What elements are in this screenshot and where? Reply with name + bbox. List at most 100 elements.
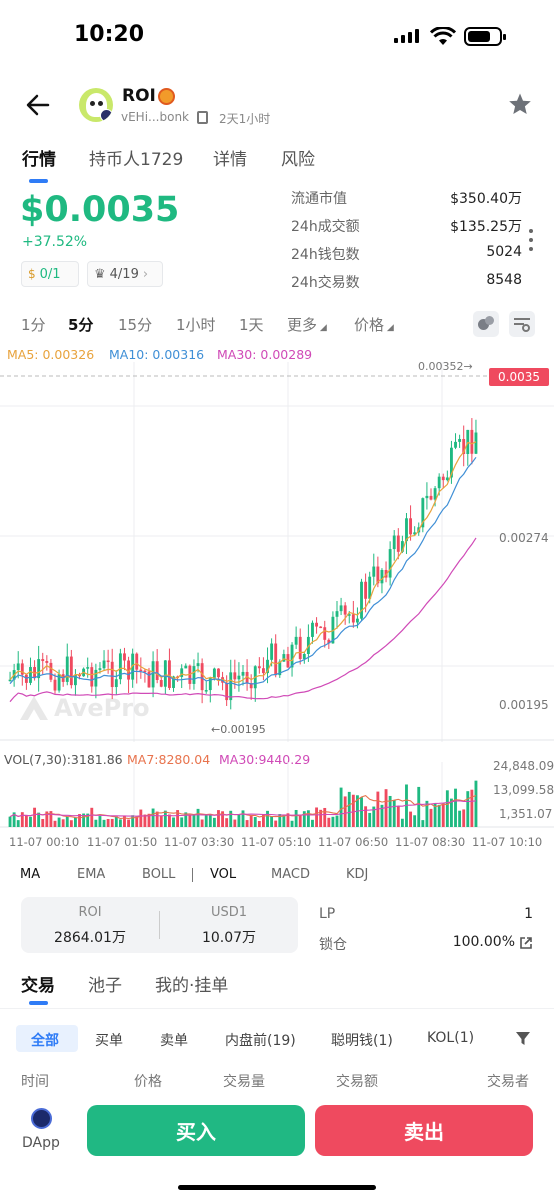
status-time: 10:20 xyxy=(74,22,145,47)
column-time: 时间 xyxy=(21,1074,49,1090)
candle-body xyxy=(351,614,355,623)
candle-body xyxy=(241,671,245,676)
candle-body xyxy=(437,476,441,489)
battery-icon xyxy=(464,27,506,46)
interval-1m[interactable]: 1分 xyxy=(21,316,46,334)
volume-bar xyxy=(253,817,257,827)
lp-label: LP xyxy=(319,906,336,922)
candle-body xyxy=(278,661,282,676)
volume-bar xyxy=(400,818,404,827)
interval-1d[interactable]: 1天 xyxy=(239,316,264,334)
volume-bar xyxy=(12,812,16,827)
sell-button[interactable]: 卖出 xyxy=(315,1105,533,1156)
volume-bar xyxy=(82,813,86,827)
tab-market[interactable]: 行情 xyxy=(22,150,56,170)
indicator-ma[interactable]: MA xyxy=(20,867,41,882)
chart-settings-icon[interactable] xyxy=(509,311,535,337)
funnel-icon[interactable] xyxy=(516,1032,530,1046)
crown-badge[interactable]: ♛ 4/19 › xyxy=(87,261,163,287)
volume-bar xyxy=(298,814,302,827)
vol-legend: VOL(7,30):3181.86 xyxy=(4,752,123,767)
volume-bar xyxy=(306,810,310,827)
volume-bar xyxy=(360,797,363,827)
indicator-settings-icon[interactable] xyxy=(473,311,499,337)
tab-risk[interactable]: 风险 xyxy=(281,150,315,170)
column-amount: 交易量 xyxy=(223,1074,265,1090)
filter-all[interactable] xyxy=(16,1025,78,1052)
candle-body xyxy=(368,576,372,599)
volume-bar xyxy=(225,818,229,827)
volume-bar xyxy=(282,814,286,827)
sub-tab-divider xyxy=(0,1008,554,1009)
volume-bar xyxy=(20,812,24,827)
volume-bar xyxy=(69,820,73,827)
volume-bar xyxy=(135,816,139,827)
filter-kol[interactable]: KOL(1) xyxy=(427,1030,475,1046)
candle-body xyxy=(159,679,163,687)
volume-chart[interactable] xyxy=(0,762,554,828)
candle-body xyxy=(405,518,408,542)
volume-bar xyxy=(323,807,327,827)
volume-bar xyxy=(388,795,392,827)
candle-body xyxy=(155,661,159,680)
candle-body xyxy=(192,666,196,684)
filter-presale[interactable]: 内盘前(19) xyxy=(225,1033,296,1049)
volume-bar xyxy=(217,810,220,827)
volume-bar xyxy=(429,808,433,827)
tab-trades[interactable]: 交易 xyxy=(21,976,55,996)
money-bag-value: 0/1 xyxy=(39,266,61,282)
tab-holders[interactable]: 持币人1729 xyxy=(89,150,184,170)
tab-details[interactable]: 详情 xyxy=(213,150,247,170)
dapp-label[interactable]: DApp xyxy=(22,1135,60,1151)
candle-body xyxy=(335,611,339,617)
volume-bar xyxy=(188,814,192,827)
star-icon[interactable] xyxy=(508,92,532,116)
volume-bar xyxy=(302,811,306,827)
candle-body xyxy=(102,660,106,669)
candle-body xyxy=(29,667,32,683)
dapp-icon[interactable] xyxy=(31,1108,52,1129)
external-link-icon[interactable] xyxy=(519,936,533,950)
candle-body xyxy=(131,653,135,680)
price-toggle[interactable]: 价格 ◢ xyxy=(354,314,394,335)
candle-body xyxy=(200,663,204,691)
buy-button[interactable]: 买入 xyxy=(87,1105,305,1156)
volume-bar xyxy=(237,814,241,827)
tab-my-orders[interactable]: 我的·挂单 xyxy=(155,976,229,996)
candle-body xyxy=(294,636,298,645)
volume-axis-label: 13,099.58 xyxy=(493,783,554,797)
indicator-macd[interactable]: MACD xyxy=(271,867,310,882)
interval-15m[interactable]: 15分 xyxy=(118,316,153,334)
token-address[interactable]: vEHi...bonk xyxy=(121,110,189,124)
back-arrow-icon[interactable] xyxy=(26,94,50,116)
candle-body xyxy=(135,653,139,670)
candlestick-chart[interactable] xyxy=(0,362,554,742)
volume-bar xyxy=(90,807,94,827)
indicator-boll[interactable]: BOLL xyxy=(142,867,176,882)
filter-smart-money[interactable]: 聪明钱(1) xyxy=(331,1033,393,1049)
stat-value-txns: 8548 xyxy=(486,272,522,288)
indicator-vol[interactable]: VOL xyxy=(210,867,237,882)
lock-value[interactable]: 100.00% xyxy=(452,934,515,950)
volume-bar xyxy=(33,807,36,827)
interval-more[interactable]: 更多 ◢ xyxy=(287,314,327,335)
current-price-tag: 0.0035 xyxy=(489,368,549,386)
money-bag-badge[interactable]: $ 0/1 xyxy=(21,261,79,287)
volume-bar xyxy=(94,819,98,827)
token-avatar xyxy=(79,88,113,122)
interval-1h[interactable]: 1小时 xyxy=(176,316,216,334)
indicator-ema[interactable]: EMA xyxy=(77,867,106,882)
more-vertical-icon[interactable] xyxy=(529,229,533,251)
high-marker: 0.00352→ xyxy=(418,360,473,373)
time-axis-label: 11-07 10:10 xyxy=(472,835,543,849)
copy-icon[interactable] xyxy=(197,111,208,124)
indicator-kdj[interactable]: KDJ xyxy=(346,867,369,882)
volume-bar xyxy=(143,814,147,827)
candle-body xyxy=(339,605,343,612)
tab-pool[interactable]: 池子 xyxy=(88,976,122,996)
interval-5m[interactable]: 5分 xyxy=(68,316,94,334)
volume-bar xyxy=(462,809,466,827)
filter-sell[interactable]: 卖单 xyxy=(160,1033,188,1049)
liquidity-card: ROI 2864.01万 USD1 10.07万 xyxy=(21,897,298,953)
filter-buy[interactable]: 买单 xyxy=(95,1033,123,1049)
